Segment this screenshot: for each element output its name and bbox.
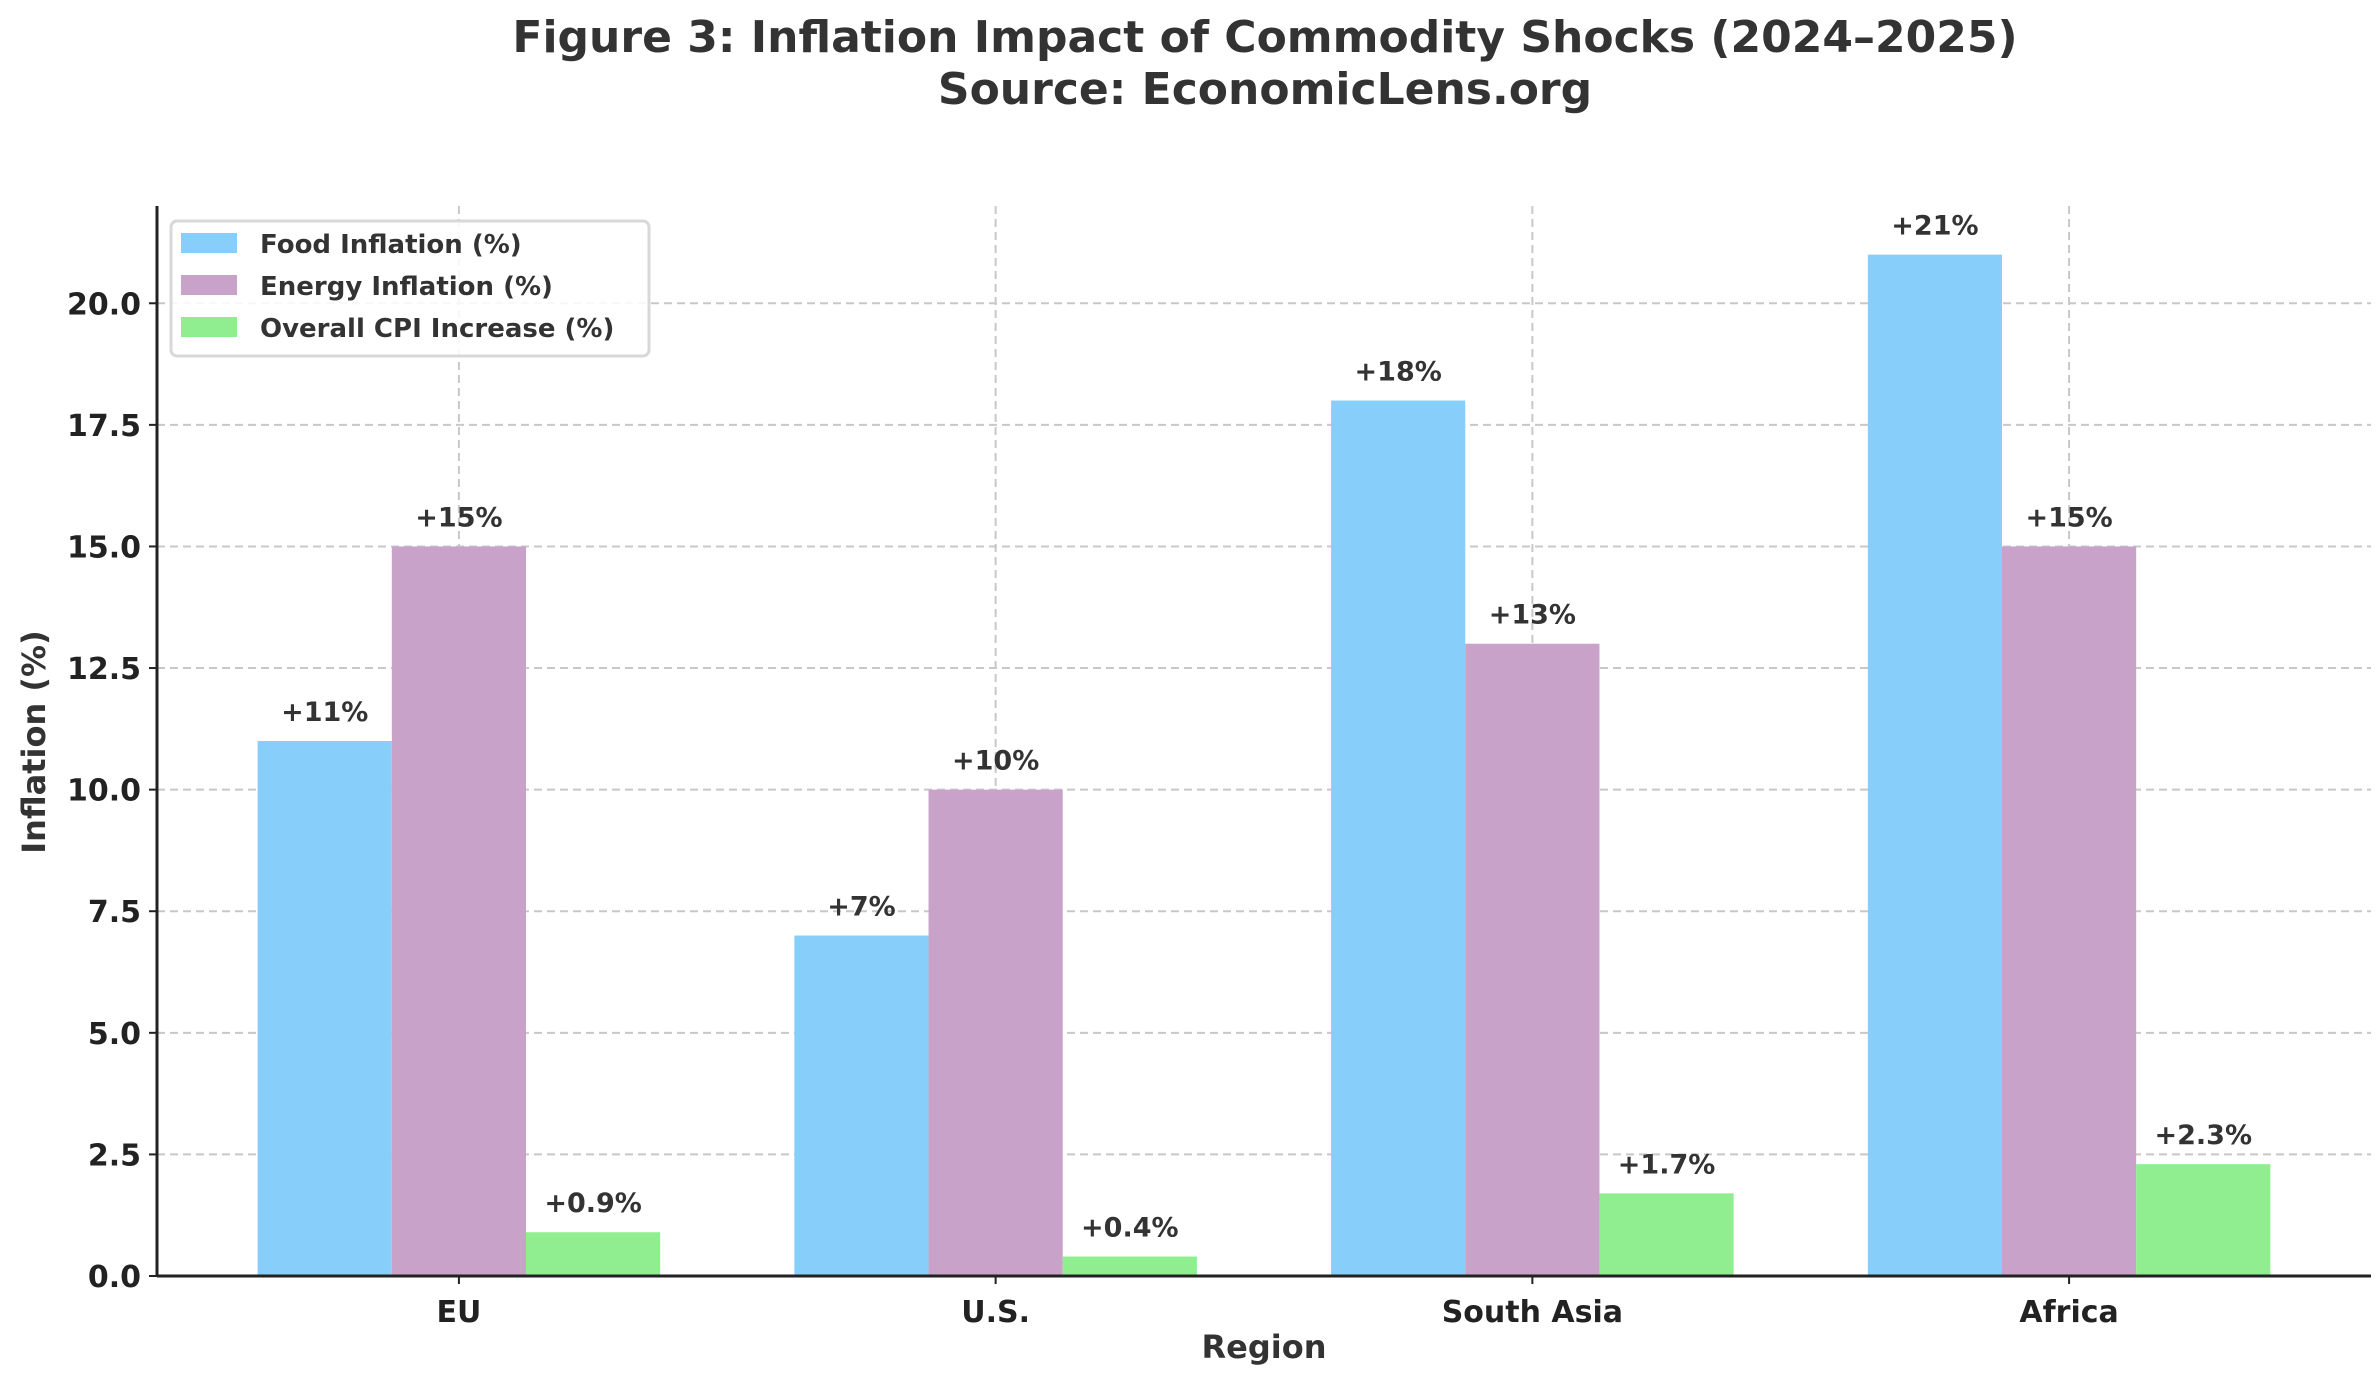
y-tick-label: 2.5 xyxy=(88,1138,141,1173)
bar-data-label: +15% xyxy=(2025,502,2112,533)
bar-data-label: +0.4% xyxy=(1081,1213,1179,1244)
chart-title: Figure 3: Inflation Impact of Commodity … xyxy=(512,12,2017,63)
bar xyxy=(1599,1193,1734,1276)
legend-swatch xyxy=(181,317,237,337)
y-tick-label: 15.0 xyxy=(67,530,141,565)
bar xyxy=(526,1232,661,1276)
x-tick-label: EU xyxy=(436,1295,481,1330)
bar xyxy=(1465,643,1600,1276)
bar xyxy=(1867,254,2002,1277)
bar xyxy=(257,741,392,1276)
y-axis-label: Inflation (%) xyxy=(15,630,53,853)
y-tick-label: 20.0 xyxy=(67,287,141,322)
bar xyxy=(794,935,929,1276)
legend-box xyxy=(169,219,651,358)
bar xyxy=(2136,1164,2271,1276)
y-tick-label: 12.5 xyxy=(67,652,141,687)
bar-data-label: +0.9% xyxy=(544,1188,642,1219)
y-tick-label: 7.5 xyxy=(88,895,141,930)
bar-data-label: +18% xyxy=(1355,357,1442,388)
legend-label: Overall CPI Increase (%) xyxy=(260,314,614,344)
bar-data-label: +15% xyxy=(415,502,502,533)
bar xyxy=(928,789,1063,1276)
y-tick-label: 5.0 xyxy=(88,1017,141,1052)
y-tick-label: 10.0 xyxy=(67,774,141,809)
bar-data-label: +7% xyxy=(827,892,895,923)
bar-data-label: +2.3% xyxy=(2155,1120,2253,1151)
bar xyxy=(1331,400,1466,1277)
bar-data-label: +13% xyxy=(1489,600,1576,631)
bar-data-label: +21% xyxy=(1891,211,1978,242)
legend-swatch xyxy=(181,275,237,295)
x-tick-label: U.S. xyxy=(961,1295,1030,1330)
chart-subtitle: Source: EconomicLens.org xyxy=(938,64,1592,115)
bar xyxy=(2002,546,2137,1276)
legend-label: Energy Inflation (%) xyxy=(260,272,553,302)
x-axis-label: Region xyxy=(1202,1328,1327,1366)
bar xyxy=(391,546,526,1276)
bar-data-label: +10% xyxy=(952,746,1039,777)
bar-data-label: +11% xyxy=(281,697,368,728)
bar xyxy=(1062,1256,1197,1276)
x-tick-label: South Asia xyxy=(1442,1295,1623,1330)
x-tick-label: Africa xyxy=(2019,1295,2118,1330)
bar-data-label: +1.7% xyxy=(1618,1149,1716,1180)
y-tick-label: 0.0 xyxy=(88,1260,141,1295)
y-tick-label: 17.5 xyxy=(67,409,141,444)
legend-label: Food Inflation (%) xyxy=(260,230,522,260)
legend-swatch xyxy=(181,233,237,253)
